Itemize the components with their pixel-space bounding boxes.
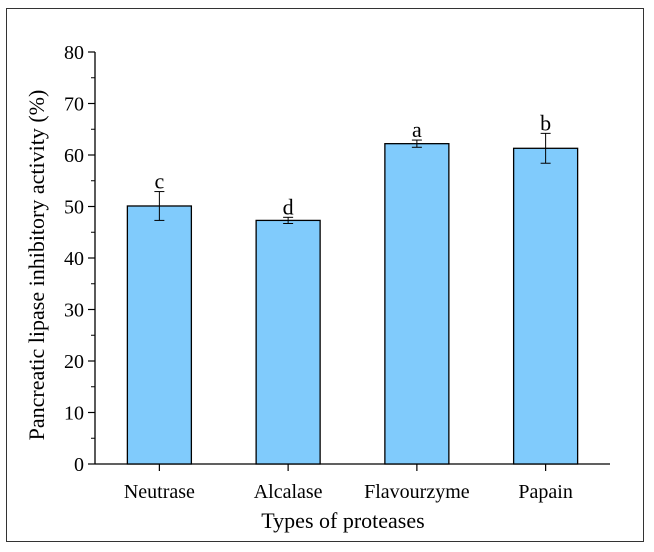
significance-letter: b (540, 110, 551, 135)
y-tick-label: 30 (64, 300, 84, 322)
bar-neutrase (126, 205, 193, 465)
x-axis-label: Types of proteases (261, 508, 424, 533)
significance-letter: d (283, 194, 294, 219)
bars: c d a b (126, 110, 579, 465)
x-tick-label: Papain (518, 481, 572, 503)
y-tick-label: 0 (74, 454, 84, 476)
y-tick-label: 50 (64, 197, 84, 219)
x-ticks: Neutrase Alcalase Flavourzyme Papain (124, 464, 573, 503)
x-tick-label: Alcalase (254, 481, 323, 503)
x-tick-label: Flavourzyme (364, 481, 470, 503)
y-tick-label: 60 (64, 145, 84, 167)
significance-letter: a (412, 117, 422, 142)
bar-flavourzyme (384, 143, 450, 465)
bar-alcalase (255, 219, 321, 465)
y-tick-label: 10 (64, 403, 84, 425)
y-axis-label: Pancreatic lipase inhibitory activity (%… (24, 90, 49, 441)
y-ticks: 0 10 20 30 40 50 60 70 80 (64, 42, 95, 476)
y-tick-label: 70 (64, 94, 84, 116)
bar-papain (512, 147, 579, 465)
x-tick-label: Neutrase (124, 481, 195, 503)
y-tick-label: 20 (64, 351, 84, 373)
y-tick-label: 40 (64, 248, 84, 270)
significance-letter: c (154, 169, 164, 194)
y-tick-label: 80 (64, 42, 84, 64)
